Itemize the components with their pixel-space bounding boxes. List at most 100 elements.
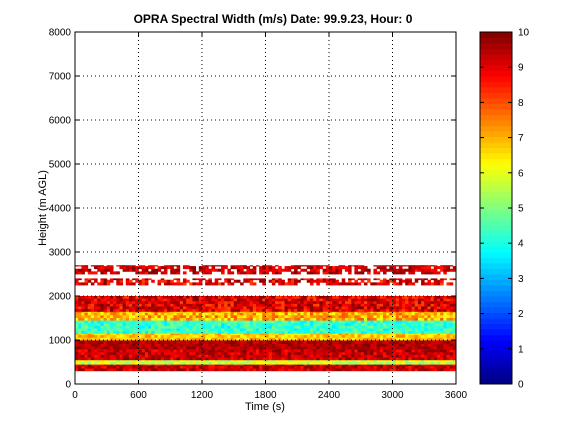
heatmap-cell	[170, 346, 174, 350]
heatmap-cell	[148, 349, 152, 353]
heatmap-cell	[144, 346, 149, 350]
heatmap-cell	[405, 328, 409, 332]
heatmap-cell	[316, 279, 320, 283]
heatmap-cell	[217, 346, 222, 350]
heatmap-cell	[135, 349, 139, 353]
heatmap-cell	[154, 334, 158, 338]
heatmap-cell	[405, 330, 409, 334]
heatmap-cell	[402, 340, 406, 344]
heatmap-cell	[97, 337, 101, 341]
heatmap-cell	[332, 348, 336, 350]
heatmap-cell	[433, 266, 438, 270]
heatmap-cell	[281, 351, 285, 355]
heatmap-cell	[202, 322, 206, 326]
heatmap-cell	[367, 300, 371, 304]
heatmap-cell	[367, 317, 371, 321]
heatmap-cell	[363, 359, 368, 362]
heatmap-cell	[90, 265, 95, 267]
heatmap-cell	[421, 328, 425, 332]
heatmap-cell	[436, 334, 441, 338]
heatmap-cell	[300, 314, 305, 318]
heatmap-cell	[265, 325, 270, 329]
heatmap-cell	[303, 354, 308, 358]
heatmap-cell	[227, 306, 231, 310]
heatmap-cell	[430, 320, 435, 324]
heatmap-cell	[436, 306, 441, 310]
heatmap-cell	[116, 334, 120, 338]
heatmap-cell	[309, 334, 314, 338]
heatmap-cell	[167, 300, 171, 304]
heatmap-cell	[316, 348, 320, 350]
heatmap-cell	[192, 266, 197, 270]
heatmap-cell	[424, 314, 428, 318]
heatmap-cell	[287, 306, 292, 310]
heatmap-cell	[357, 298, 362, 302]
heatmap-cell	[386, 308, 390, 312]
heatmap-cell	[392, 312, 397, 316]
heatmap-cell	[246, 271, 251, 275]
colorbar-segment	[480, 153, 512, 159]
heatmap-cell	[376, 368, 381, 372]
heatmap-cell	[348, 314, 352, 318]
heatmap-cell	[379, 340, 384, 344]
heatmap-cell	[75, 365, 79, 369]
heatmap-cell	[148, 334, 152, 338]
heatmap-cell	[90, 271, 95, 275]
heatmap-cell	[351, 333, 355, 336]
heatmap-cell	[265, 368, 270, 372]
heatmap-cell	[78, 337, 82, 341]
heatmap-cell	[421, 340, 425, 342]
heatmap-cell	[367, 368, 371, 372]
heatmap-cell	[176, 340, 181, 342]
heatmap-cell	[402, 322, 406, 326]
colorbar-tick-label: 2	[518, 309, 524, 320]
heatmap-cell	[294, 365, 298, 369]
heatmap-cell	[160, 348, 165, 350]
heatmap-cell	[227, 325, 231, 329]
heatmap-cell	[421, 311, 425, 313]
heatmap-cell	[176, 333, 181, 336]
heatmap-cell	[227, 279, 231, 283]
heatmap-cell	[316, 368, 320, 372]
heatmap-cell	[116, 330, 120, 334]
heatmap-cell	[319, 330, 324, 334]
heatmap-cell	[389, 340, 393, 344]
heatmap-cell	[198, 328, 203, 332]
heatmap-cell	[148, 266, 152, 270]
heatmap-cell	[392, 340, 397, 344]
heatmap-cell	[160, 311, 165, 313]
heatmap-cell	[287, 354, 292, 358]
heatmap-cell	[249, 357, 254, 361]
heatmap-cell	[262, 348, 266, 350]
heatmap-cell	[446, 303, 451, 307]
heatmap-cell	[186, 337, 190, 341]
heatmap-cell	[84, 330, 89, 334]
heatmap-cell	[173, 322, 177, 326]
heatmap-cell	[173, 337, 177, 341]
heatmap-cell	[87, 298, 92, 302]
heatmap-cell	[449, 282, 454, 286]
heatmap-cell	[192, 337, 197, 341]
heatmap-cell	[424, 306, 428, 310]
heatmap-cell	[202, 357, 206, 361]
heatmap-cell	[395, 325, 400, 329]
colorbar-segment	[480, 257, 512, 264]
heatmap-cell	[160, 349, 165, 353]
heatmap-cell	[367, 278, 371, 281]
heatmap-cell	[236, 368, 241, 372]
heatmap-cell	[100, 357, 104, 361]
heatmap-cell	[141, 279, 146, 283]
heatmap-cell	[322, 268, 327, 272]
heatmap-cell	[230, 311, 235, 313]
heatmap-cell	[329, 306, 333, 310]
heatmap-cell	[103, 314, 108, 318]
heatmap-cell	[103, 298, 108, 302]
heatmap-cell	[227, 343, 231, 347]
heatmap-cell	[262, 340, 266, 344]
heatmap-cell	[141, 351, 146, 355]
heatmap-cell	[249, 340, 254, 342]
heatmap-cell	[227, 314, 231, 318]
heatmap-cell	[316, 364, 320, 366]
heatmap-cell	[214, 340, 219, 342]
